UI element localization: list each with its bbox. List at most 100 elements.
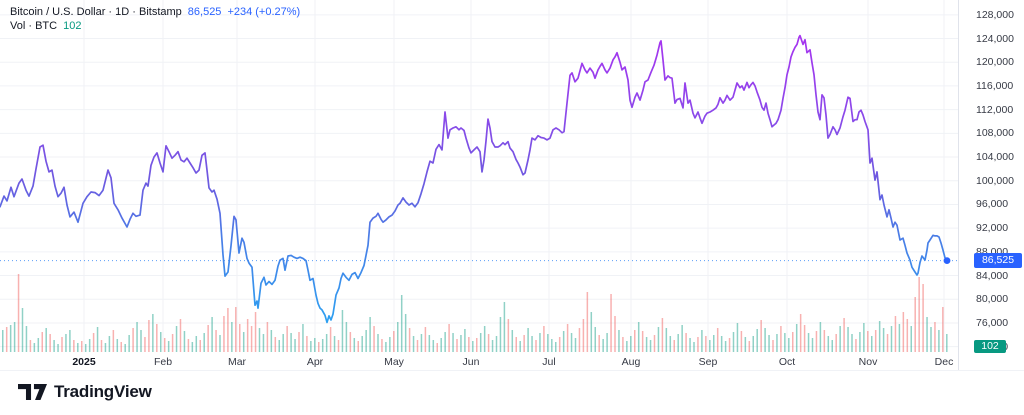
volume-bar — [495, 336, 498, 352]
volume-bar — [156, 324, 158, 352]
volume-bar — [555, 342, 557, 352]
price-axis-label: 92,000 — [976, 222, 1009, 235]
time-axis-label: Apr — [306, 356, 324, 368]
volume-bar — [369, 317, 371, 352]
time-axis-label: Nov — [858, 356, 878, 368]
price-axis-label: 120,000 — [976, 56, 1014, 69]
volume-bar — [400, 295, 403, 352]
volume-bar — [645, 337, 648, 352]
volume-bar — [452, 333, 454, 352]
volume-bar — [610, 294, 612, 352]
volume-bar — [641, 331, 644, 352]
volume-bar — [590, 312, 593, 352]
volume-bar — [41, 332, 43, 352]
volume-bar — [2, 330, 4, 352]
volume-bar — [720, 336, 723, 352]
volume-bar — [863, 323, 865, 352]
volume-bar — [448, 324, 450, 352]
tradingview-logo[interactable]: TradingView — [18, 382, 152, 402]
volume-bar — [258, 328, 261, 352]
volume-bar — [432, 340, 435, 352]
volume-bar — [195, 336, 198, 352]
price-axis-label: 100,000 — [976, 174, 1014, 187]
volume-bar — [318, 342, 320, 352]
volume-bar — [772, 340, 774, 352]
volume-bar — [558, 337, 561, 352]
volume-bar — [689, 338, 691, 352]
volume-bar — [934, 322, 936, 352]
volume-bar — [262, 334, 265, 352]
volume-bar — [898, 324, 901, 352]
volume-bar — [278, 340, 280, 352]
volume-bar — [333, 336, 336, 352]
volume-bar — [5, 327, 8, 352]
volume-bar — [792, 332, 794, 352]
volume-bar — [562, 331, 565, 352]
volume-bar — [547, 334, 549, 352]
volume-bar — [29, 340, 32, 352]
volume-bar — [167, 341, 170, 352]
volume-bar — [831, 340, 833, 352]
time-axis-label: Jul — [542, 356, 556, 368]
volume-bar — [337, 340, 340, 352]
volume-bar — [507, 319, 510, 352]
time-axis-label: May — [384, 356, 404, 368]
volume-bar — [626, 341, 628, 352]
volume-bar — [653, 335, 656, 352]
volume-bar — [468, 337, 470, 352]
last-price-badge: 86,525 — [974, 253, 1022, 269]
volume-bar — [286, 326, 288, 352]
volume-bar — [187, 339, 190, 352]
volume-bar — [942, 307, 944, 352]
volume-bar — [416, 340, 419, 352]
volume-bar — [874, 330, 877, 352]
volume-bar — [266, 322, 269, 352]
volume-bar — [88, 339, 91, 352]
volume-bar — [843, 318, 845, 352]
volume-bar — [290, 333, 292, 352]
tradingview-logo-icon — [18, 384, 47, 400]
volume-bar — [851, 334, 853, 352]
volume-bar — [503, 302, 506, 352]
volume-bar — [77, 343, 79, 352]
volume-bar — [922, 284, 924, 352]
volume-bar — [578, 328, 581, 352]
volume-bar — [740, 331, 743, 352]
volume-bar — [69, 330, 71, 352]
volume-bar — [100, 340, 103, 352]
volume-bar — [227, 308, 229, 352]
volume-bar — [709, 340, 711, 352]
volume-bar — [713, 335, 715, 352]
time-axis-label: Aug — [621, 356, 641, 368]
volume-bar — [108, 336, 111, 352]
volume-bar — [602, 339, 604, 352]
volume-bar — [116, 339, 119, 352]
symbol-title[interactable]: Bitcoin / U.S. Dollar · 1D · Bitstamp — [10, 6, 182, 18]
volume-bar — [539, 333, 541, 352]
volume-bar — [179, 319, 182, 352]
volume-bar — [938, 330, 940, 352]
volume-bar — [207, 325, 209, 352]
volume-bar — [420, 334, 423, 352]
volume-bar — [160, 332, 162, 352]
price-axis-label: 96,000 — [976, 198, 1009, 211]
volume-bar — [855, 339, 857, 352]
volume-bar — [53, 340, 55, 352]
volume-bar — [535, 340, 537, 352]
volume-bar — [764, 328, 766, 352]
volume-bar — [282, 334, 284, 352]
volume-bar — [606, 333, 608, 352]
volume-bar — [242, 332, 245, 352]
volume-bar — [144, 337, 146, 352]
volume-bar — [61, 337, 63, 352]
volume-bar — [867, 331, 869, 352]
volume-bar — [203, 333, 205, 352]
volume-bar — [357, 341, 359, 352]
volume-bar — [444, 332, 446, 352]
volume-bar — [618, 330, 620, 352]
last-price-value: 86,525 — [187, 6, 222, 18]
volume-bar — [235, 307, 237, 352]
volume-bar — [9, 325, 12, 352]
